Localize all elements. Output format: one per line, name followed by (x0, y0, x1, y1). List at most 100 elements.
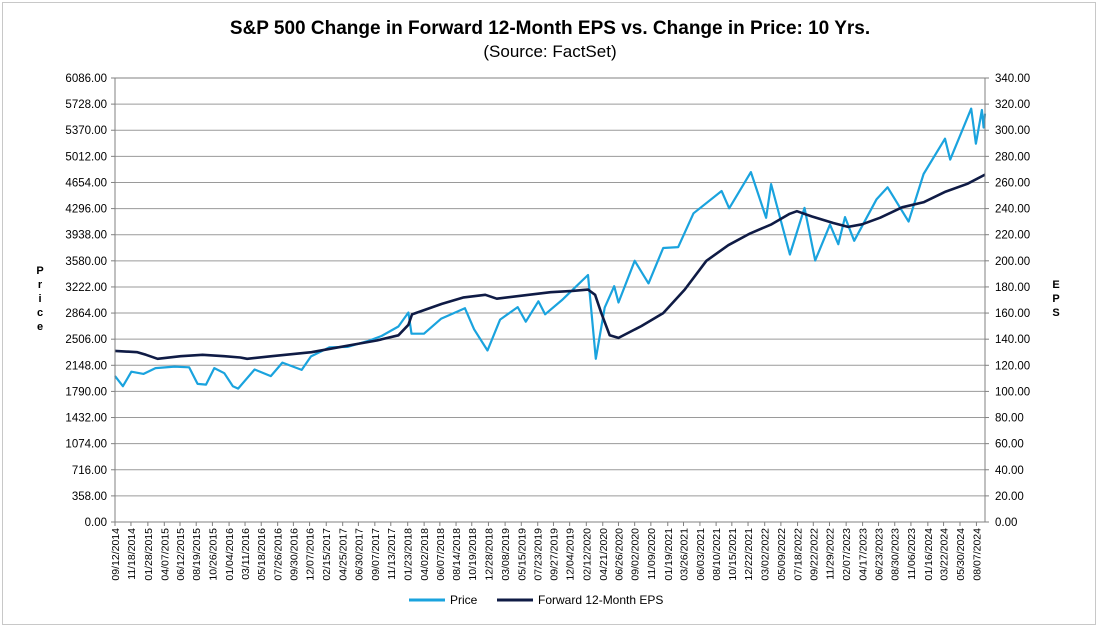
series-layer (114, 107, 987, 390)
y-right-tick-label: 260.00 (995, 177, 1030, 189)
x-tick-label: 06/30/2017 (353, 528, 365, 581)
y-left-tick-label: 1790.00 (65, 386, 107, 398)
x-tick-label: 05/30/2024 (955, 528, 967, 581)
y-right-tick-label: 300.00 (995, 125, 1030, 137)
y-left-tick-label: 0.00 (85, 517, 107, 529)
y-left-tick-label: 2864.00 (65, 308, 107, 320)
y-right-tick-label: 320.00 (995, 99, 1030, 111)
y-left-tick-label: 4296.00 (65, 204, 107, 216)
x-tick-label: 01/04/2016 (224, 528, 236, 581)
y-right-axis: 0.00 20.00 40.00 60.00 80.00 100.00 120.00 140.… (985, 73, 1030, 529)
y-right-tick-label: 160.00 (995, 308, 1030, 320)
y-right-axis-label-char: E (1052, 279, 1059, 291)
y-right-axis-label-char: P (1052, 293, 1059, 305)
y-left-axis-label-char: e (37, 321, 43, 333)
x-tick-label: 06/07/2018 (435, 528, 447, 581)
y-right-axis-label-char: S (1052, 307, 1059, 319)
x-tick-label: 08/10/2021 (711, 528, 723, 581)
x-tick-label: 09/07/2017 (370, 528, 382, 581)
x-tick-label: 03/26/2021 (678, 528, 690, 581)
x-tick-label: 08/19/2015 (191, 528, 203, 581)
x-tick-label: 03/22/2024 (939, 528, 951, 581)
x-tick-label: 11/18/2014 (126, 528, 138, 580)
legend-label-eps: Forward 12-Month EPS (538, 593, 663, 607)
x-tick-label: 11/06/2023 (906, 528, 918, 580)
plot-border (114, 77, 986, 523)
x-tick-label: 07/26/2016 (273, 528, 285, 581)
x-tick-label: 03/11/2016 (240, 528, 252, 580)
x-tick-label: 01/23/2018 (403, 528, 415, 581)
x-tick-label: 09/22/2022 (808, 528, 820, 581)
x-tick-label: 12/04/2019 (565, 528, 577, 581)
x-tick-label: 09/12/2014 (110, 528, 122, 581)
y-left-tick-label: 5012.00 (65, 151, 107, 163)
y-right-tick-label: 180.00 (995, 282, 1030, 294)
y-left-tick-label: 358.00 (72, 491, 107, 503)
y-right-tick-label: 0.00 (995, 517, 1017, 529)
x-tick-label: 07/23/2019 (533, 528, 545, 581)
y-right-tick-label: 200.00 (995, 256, 1030, 268)
x-tick-label: 02/12/2020 (581, 528, 593, 581)
y-left-axis-label-char: r (38, 279, 43, 291)
x-tick-label: 02/15/2017 (321, 528, 333, 581)
x-tick-label: 10/15/2021 (727, 528, 739, 581)
x-tick-label: 09/30/2016 (288, 528, 300, 581)
y-left-axis-label-char: i (38, 293, 41, 305)
x-tick-label: 04/17/2023 (858, 528, 870, 581)
gridlines (115, 77, 985, 523)
y-left-tick-label: 5370.00 (65, 125, 107, 137)
y-right-tick-label: 100.00 (995, 386, 1030, 398)
series-line-price (114, 107, 987, 390)
y-right-tick-label: 20.00 (995, 491, 1024, 503)
x-tick-label: 07/18/2022 (793, 528, 805, 581)
x-tick-label: 08/07/2024 (971, 528, 983, 581)
x-tick-label: 04/02/2018 (419, 528, 431, 581)
x-tick-label: 06/12/2015 (175, 528, 187, 581)
x-tick-label: 10/26/2015 (207, 528, 219, 581)
y-left-axis-label-char: c (37, 307, 43, 319)
y-left-tick-label: 2148.00 (65, 360, 107, 372)
y-right-tick-label: 120.00 (995, 360, 1030, 372)
x-tick-label: 08/30/2023 (890, 528, 902, 581)
x-tick-label: 04/07/2015 (159, 528, 171, 581)
x-tick-label: 05/18/2016 (256, 528, 268, 581)
x-tick-label: 03/08/2019 (500, 528, 512, 581)
x-tick-label: 04/21/2020 (598, 528, 610, 581)
x-tick-label: 02/07/2023 (841, 528, 853, 581)
y-right-tick-label: 140.00 (995, 334, 1030, 346)
y-left-axis-label: Price (36, 265, 43, 333)
x-tick-label: 01/28/2015 (143, 528, 155, 581)
legend-label-price: Price (450, 593, 478, 607)
x-tick-label: 12/07/2016 (305, 528, 317, 581)
y-right-tick-label: 80.00 (995, 413, 1024, 425)
x-tick-label: 05/15/2019 (516, 528, 528, 581)
y-left-tick-label: 3222.00 (65, 282, 107, 294)
legend: Price Forward 12-Month EPS (409, 593, 663, 607)
series-line-eps (114, 173, 986, 361)
x-tick-label: 12/28/2018 (483, 528, 495, 581)
chart-title: S&P 500 Change in Forward 12-Month EPS v… (229, 18, 871, 39)
y-right-axis-label: EPS (1052, 279, 1059, 319)
y-left-tick-label: 4654.00 (65, 177, 107, 189)
x-tick-label: 11/29/2022 (824, 528, 836, 580)
y-left-tick-label: 3580.00 (65, 256, 107, 268)
x-tick-label: 12/22/2021 (743, 528, 755, 581)
x-tick-label: 06/23/2023 (874, 528, 886, 581)
x-tick-label: 03/02/2022 (760, 528, 772, 581)
x-tick-label: 11/13/2017 (386, 528, 398, 580)
y-right-tick-label: 340.00 (995, 73, 1030, 85)
y-left-tick-label: 716.00 (72, 465, 107, 477)
x-tick-label: 05/09/2022 (776, 528, 788, 581)
y-left-tick-label: 2506.00 (65, 334, 107, 346)
x-tick-label: 01/16/2024 (923, 528, 935, 581)
x-tick-label: 11/09/2020 (646, 528, 658, 580)
y-right-tick-label: 220.00 (995, 230, 1030, 242)
x-tick-label: 06/26/2020 (613, 528, 625, 581)
x-tick-label: 06/03/2021 (695, 528, 707, 581)
y-left-tick-label: 1074.00 (65, 439, 107, 451)
y-left-tick-label: 6086.00 (65, 73, 107, 85)
y-left-tick-label: 5728.00 (65, 99, 107, 111)
y-left-tick-label: 1432.00 (65, 413, 107, 425)
x-tick-label: 09/27/2019 (548, 528, 560, 581)
